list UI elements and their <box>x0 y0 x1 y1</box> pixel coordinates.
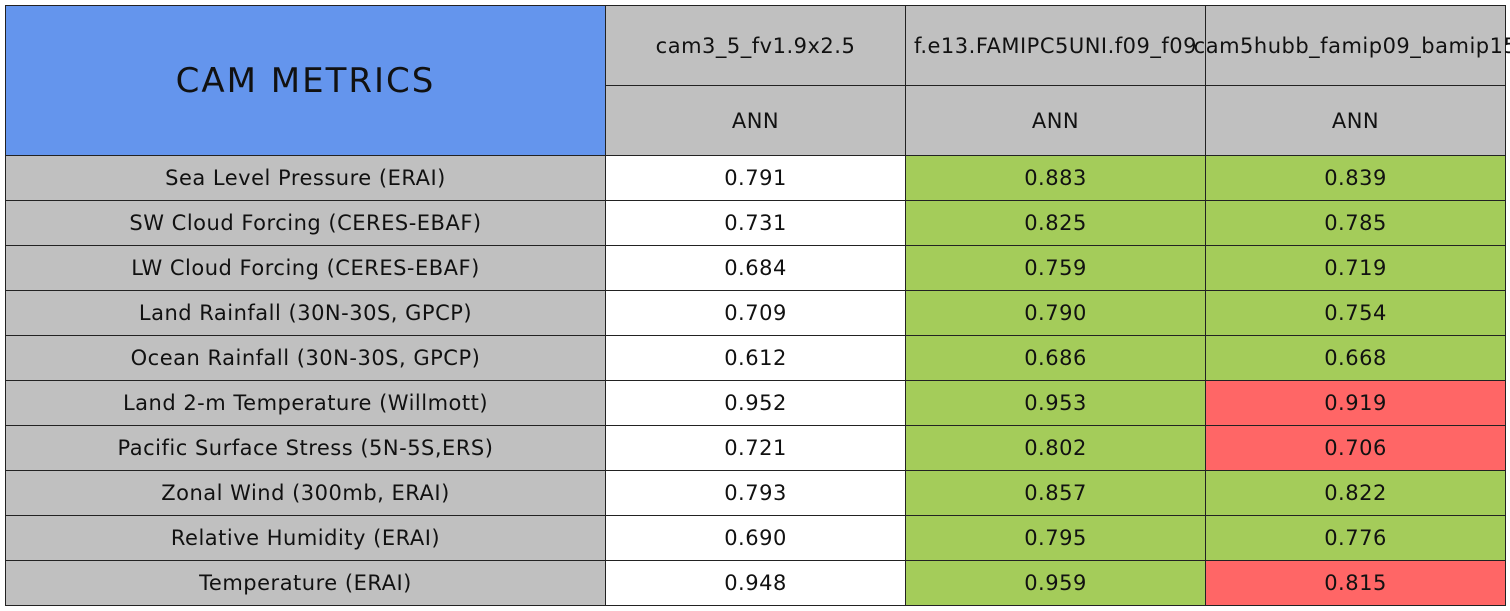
column-header: cam5hubb_famip09_bamip15 <box>1194 5 1510 86</box>
metric-value: 0.791 <box>605 155 906 201</box>
row-label: Relative Humidity (ERAI) <box>5 515 606 561</box>
metric-value: 0.706 <box>1205 425 1506 471</box>
row-label: Pacific Surface Stress (5N-5S,ERS) <box>5 425 606 471</box>
metric-value: 0.802 <box>905 425 1206 471</box>
metric-value: 0.793 <box>605 470 906 516</box>
title-cell: CAM METRICS <box>5 5 606 156</box>
column-header: f.e13.FAMIPC5UNI.f09_f09 <box>905 5 1206 86</box>
metric-value: 0.709 <box>605 290 906 336</box>
row-label: Temperature (ERAI) <box>5 560 606 606</box>
metric-value: 0.953 <box>905 380 1206 426</box>
metric-value: 0.815 <box>1205 560 1506 606</box>
metric-value: 0.776 <box>1205 515 1506 561</box>
row-label: SW Cloud Forcing (CERES-EBAF) <box>5 200 606 246</box>
row-label: Zonal Wind (300mb, ERAI) <box>5 470 606 516</box>
row-label: Land 2-m Temperature (Willmott) <box>5 380 606 426</box>
metric-value: 0.686 <box>905 335 1206 381</box>
metric-value: 0.690 <box>605 515 906 561</box>
metric-value: 0.731 <box>605 200 906 246</box>
metric-value: 0.754 <box>1205 290 1506 336</box>
metric-value: 0.612 <box>605 335 906 381</box>
column-header: cam3_5_fv1.9x2.5 <box>605 5 906 86</box>
metric-value: 0.825 <box>905 200 1206 246</box>
metric-value: 0.668 <box>1205 335 1506 381</box>
metric-value: 0.790 <box>905 290 1206 336</box>
metric-value: 0.959 <box>905 560 1206 606</box>
metric-value: 0.785 <box>1205 200 1506 246</box>
row-label: Ocean Rainfall (30N-30S, GPCP) <box>5 335 606 381</box>
metric-value: 0.919 <box>1205 380 1506 426</box>
season-header: ANN <box>905 85 1206 156</box>
season-header: ANN <box>1205 85 1506 156</box>
row-label: Land Rainfall (30N-30S, GPCP) <box>5 290 606 336</box>
metric-value: 0.883 <box>905 155 1206 201</box>
metric-value: 0.721 <box>605 425 906 471</box>
metric-value: 0.795 <box>905 515 1206 561</box>
row-label: LW Cloud Forcing (CERES-EBAF) <box>5 245 606 291</box>
row-label: Sea Level Pressure (ERAI) <box>5 155 606 201</box>
metric-value: 0.759 <box>905 245 1206 291</box>
metric-value: 0.822 <box>1205 470 1506 516</box>
metric-value: 0.952 <box>605 380 906 426</box>
metric-value: 0.857 <box>905 470 1206 516</box>
metric-value: 0.684 <box>605 245 906 291</box>
metric-value: 0.948 <box>605 560 906 606</box>
metric-value: 0.719 <box>1205 245 1506 291</box>
season-header: ANN <box>605 85 906 156</box>
metric-value: 0.839 <box>1205 155 1506 201</box>
